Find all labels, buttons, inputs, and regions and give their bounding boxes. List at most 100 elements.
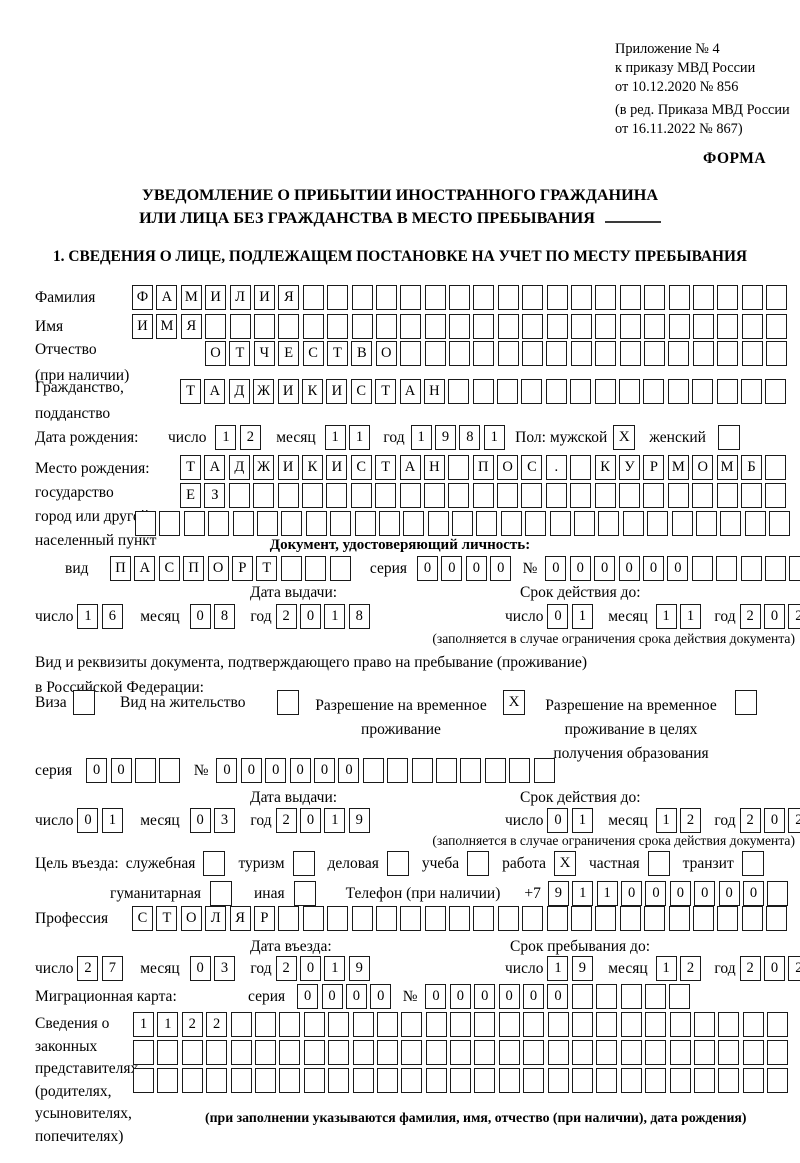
form-cell[interactable] — [159, 758, 181, 783]
form-cell[interactable]: И — [277, 455, 299, 480]
form-cell[interactable]: 1 — [101, 808, 123, 833]
form-cell[interactable] — [594, 379, 616, 404]
form-cell[interactable]: 0 — [417, 556, 439, 581]
form-cell[interactable]: 0 — [189, 604, 211, 629]
form-cell[interactable]: А — [134, 556, 156, 581]
form-cell[interactable]: Е — [180, 483, 201, 508]
form-cell[interactable] — [400, 285, 422, 310]
form-cell[interactable]: М — [667, 455, 689, 480]
form-cell[interactable] — [669, 1068, 691, 1093]
form-cell[interactable] — [254, 1012, 276, 1037]
form-cell[interactable] — [351, 906, 373, 931]
form-cell[interactable] — [474, 1068, 496, 1093]
form-cell[interactable] — [256, 511, 278, 536]
form-cell[interactable] — [305, 511, 327, 536]
form-cell[interactable] — [716, 556, 738, 581]
form-cell[interactable] — [667, 379, 689, 404]
form-cell[interactable]: 2 — [788, 808, 800, 833]
form-cell[interactable]: 0 — [718, 881, 740, 906]
form-cell[interactable] — [545, 379, 567, 404]
form-cell[interactable]: К — [301, 455, 323, 480]
form-cell[interactable] — [159, 511, 181, 536]
form-cell[interactable] — [375, 314, 397, 339]
form-cell[interactable] — [643, 379, 665, 404]
form-cell[interactable] — [403, 511, 425, 536]
form-cell[interactable] — [718, 1068, 740, 1093]
form-cell[interactable] — [278, 906, 300, 931]
form-cell[interactable] — [229, 314, 251, 339]
form-cell[interactable] — [620, 1068, 642, 1093]
form-cell[interactable] — [303, 1012, 325, 1037]
form-cell[interactable] — [328, 1040, 350, 1065]
visa-checkbox[interactable] — [73, 690, 95, 715]
form-cell[interactable]: Т — [375, 455, 397, 480]
form-cell[interactable] — [253, 314, 275, 339]
form-cell[interactable]: 6 — [101, 604, 123, 629]
form-cell[interactable] — [436, 758, 457, 783]
form-cell[interactable] — [547, 1012, 569, 1037]
form-cell[interactable] — [279, 1012, 301, 1037]
form-cell[interactable] — [326, 483, 348, 508]
form-cell[interactable] — [472, 483, 494, 508]
form-cell[interactable]: 0 — [86, 758, 108, 783]
form-cell[interactable] — [329, 556, 351, 581]
form-cell[interactable] — [232, 511, 254, 536]
form-cell[interactable]: З — [204, 483, 226, 508]
purpose-transit-checkbox[interactable] — [741, 851, 764, 876]
form-cell[interactable]: 1 — [157, 1012, 179, 1037]
form-cell[interactable] — [525, 511, 547, 536]
form-cell[interactable]: 0 — [498, 984, 520, 1009]
form-cell[interactable] — [668, 341, 690, 366]
form-cell[interactable] — [449, 906, 471, 931]
form-cell[interactable]: 0 — [763, 808, 785, 833]
form-cell[interactable]: П — [110, 556, 131, 581]
form-cell[interactable] — [376, 1040, 398, 1065]
form-cell[interactable] — [741, 906, 763, 931]
form-cell[interactable] — [718, 1012, 740, 1037]
form-cell[interactable] — [545, 483, 567, 508]
form-cell[interactable] — [765, 483, 787, 508]
form-cell[interactable] — [230, 1040, 252, 1065]
form-cell[interactable] — [596, 1068, 618, 1093]
form-cell[interactable] — [691, 556, 713, 581]
form-cell[interactable] — [742, 1040, 764, 1065]
form-cell[interactable] — [157, 1068, 179, 1093]
form-cell[interactable] — [546, 285, 568, 310]
form-cell[interactable] — [484, 758, 506, 783]
form-cell[interactable] — [450, 1040, 472, 1065]
form-cell[interactable]: 2 — [680, 808, 702, 833]
form-cell[interactable] — [644, 285, 666, 310]
form-cell[interactable]: О — [692, 455, 714, 480]
form-cell[interactable] — [717, 314, 739, 339]
form-cell[interactable]: 2 — [739, 808, 761, 833]
form-cell[interactable] — [376, 1068, 398, 1093]
form-cell[interactable] — [549, 511, 571, 536]
form-cell[interactable]: С — [521, 455, 543, 480]
form-cell[interactable] — [301, 483, 323, 508]
form-cell[interactable] — [595, 314, 617, 339]
form-cell[interactable] — [254, 1040, 276, 1065]
form-cell[interactable] — [474, 1012, 496, 1037]
form-cell[interactable]: К — [301, 379, 323, 404]
form-cell[interactable] — [305, 556, 327, 581]
form-cell[interactable]: О — [375, 341, 397, 366]
form-cell[interactable] — [622, 511, 644, 536]
form-cell[interactable]: Е — [278, 341, 300, 366]
form-cell[interactable] — [497, 906, 519, 931]
form-cell[interactable] — [789, 556, 800, 581]
form-cell[interactable]: П — [183, 556, 205, 581]
form-cell[interactable]: 0 — [642, 556, 664, 581]
form-cell[interactable] — [498, 1068, 520, 1093]
purpose-study-checkbox[interactable] — [467, 851, 490, 876]
form-cell[interactable] — [206, 1040, 228, 1065]
form-cell[interactable] — [522, 341, 544, 366]
form-cell[interactable]: А — [204, 379, 226, 404]
form-cell[interactable] — [765, 379, 787, 404]
form-cell[interactable]: 0 — [240, 758, 262, 783]
sex-male-checkbox[interactable]: X — [613, 425, 636, 450]
form-cell[interactable]: 0 — [297, 984, 319, 1009]
sex-female-checkbox[interactable] — [717, 425, 740, 450]
form-cell[interactable] — [668, 906, 690, 931]
form-cell[interactable] — [302, 906, 324, 931]
form-cell[interactable] — [692, 285, 714, 310]
